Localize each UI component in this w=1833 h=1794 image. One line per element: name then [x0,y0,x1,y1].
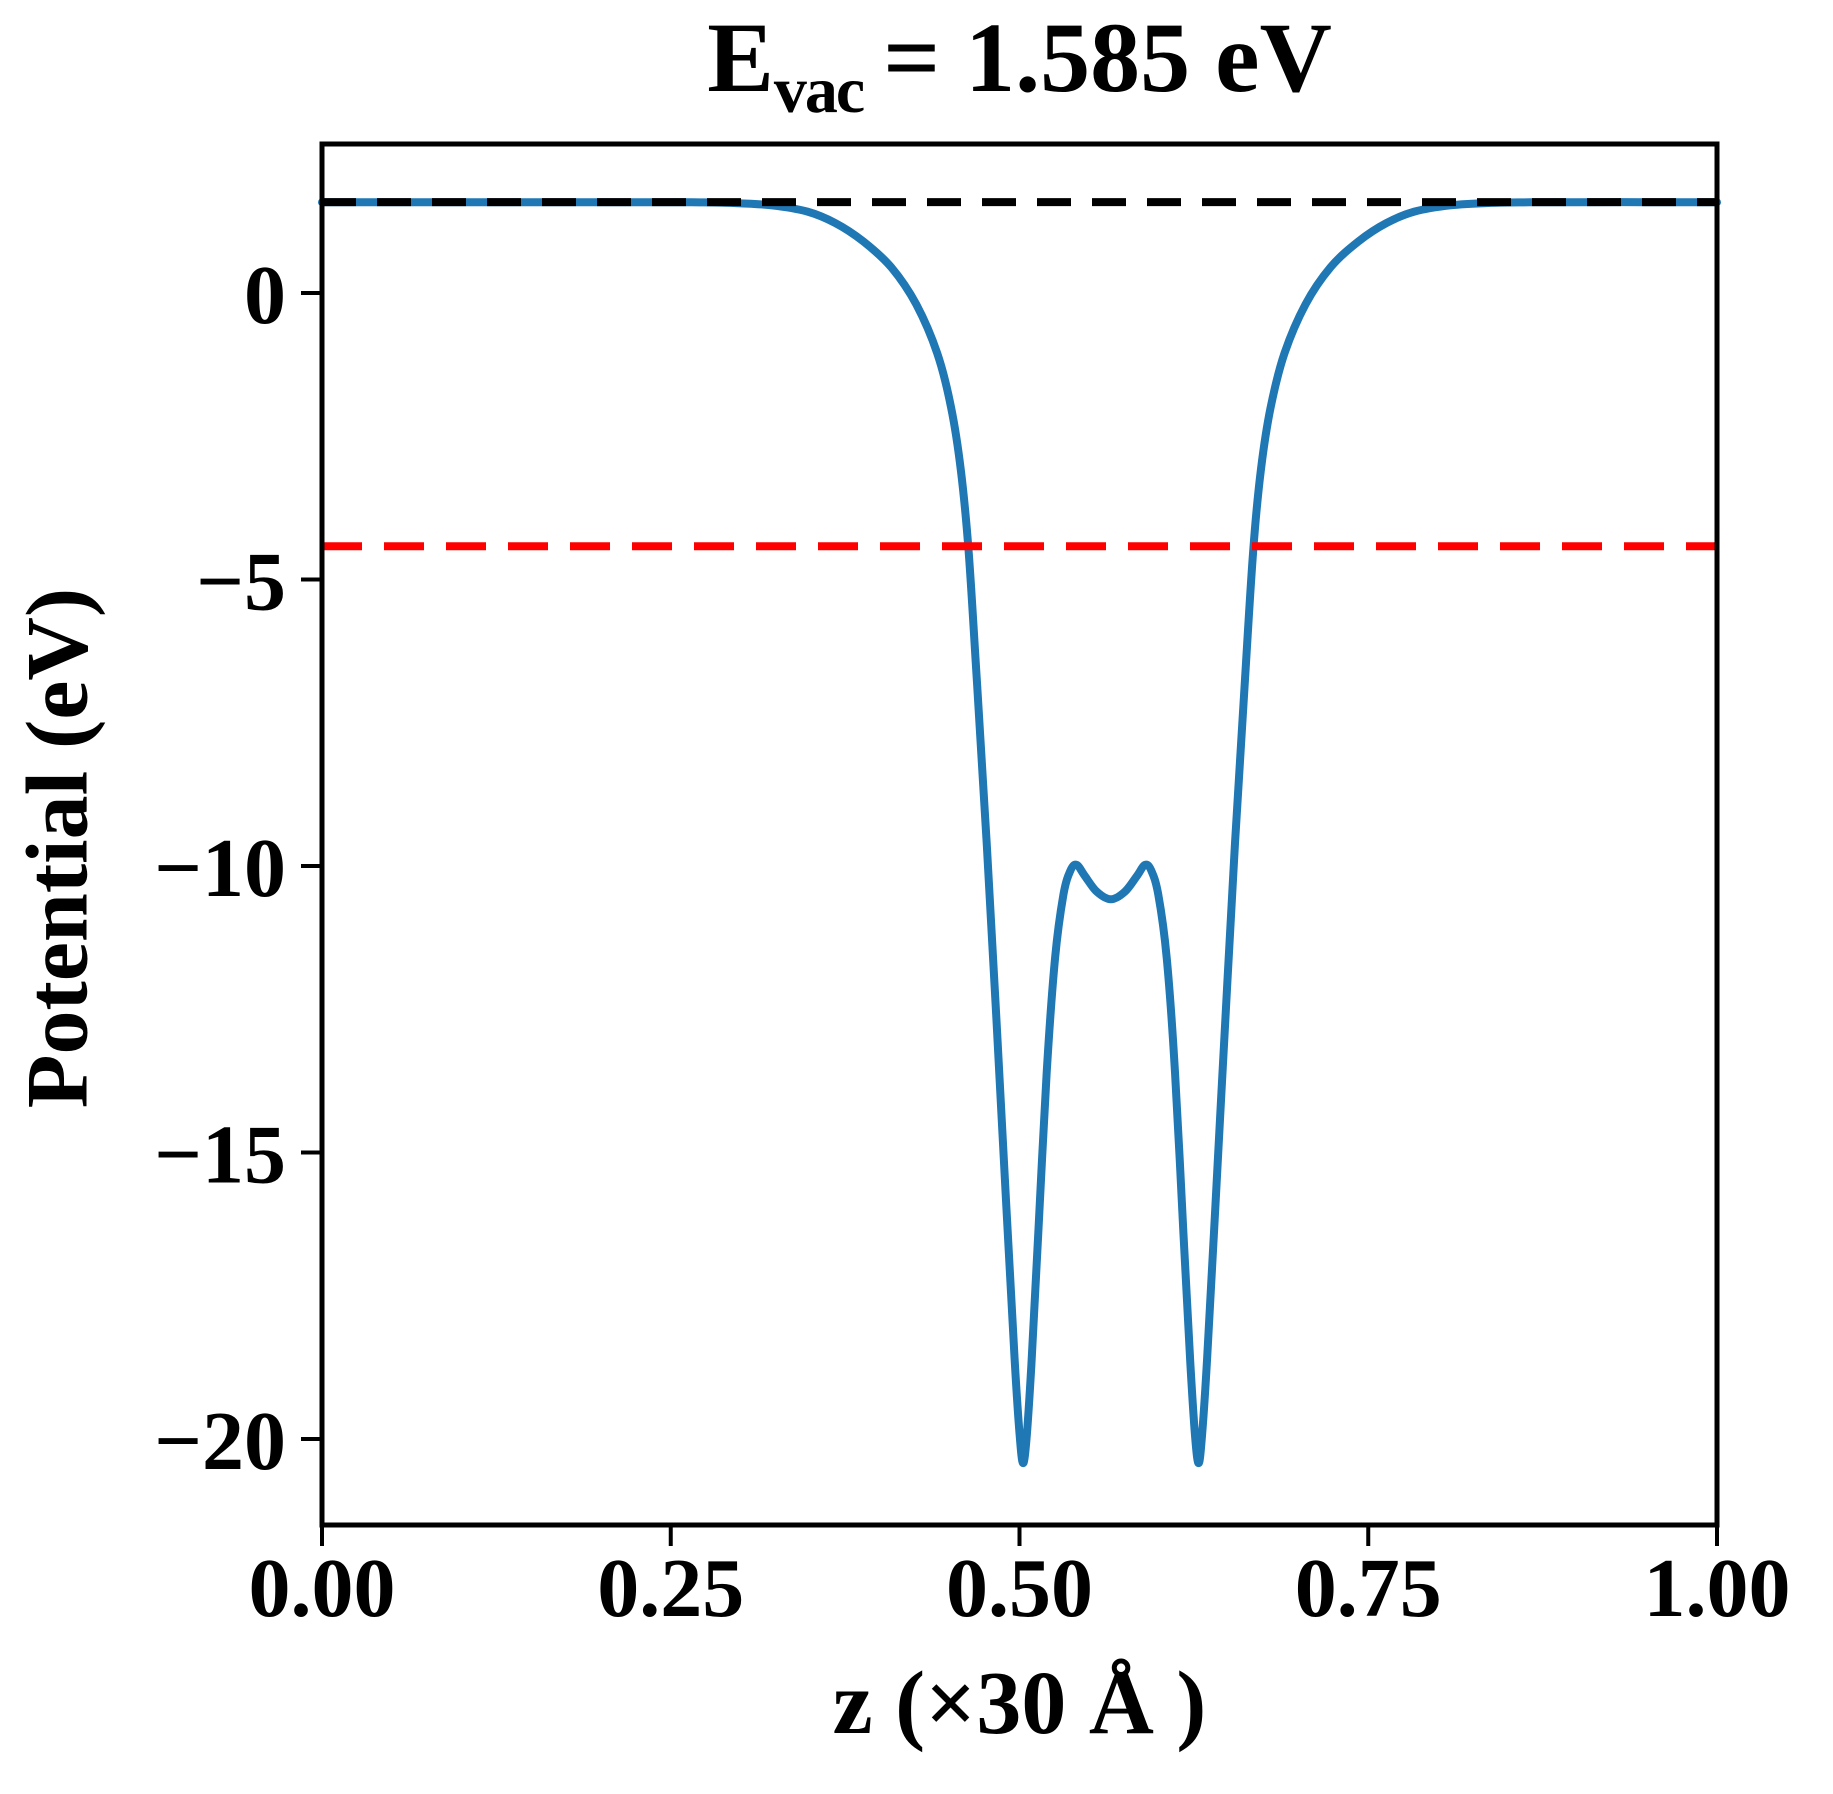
y-tick-label: −10 [154,822,286,915]
x-tick-label: 0.75 [1295,1542,1442,1635]
x-tick-label: 0.50 [946,1542,1093,1635]
title-subscript: vac [773,54,865,128]
y-axis-label: Potential (eV) [9,587,107,1109]
title-symbol: E [707,2,774,113]
x-axis-label: z (×30 Å ) [832,1654,1207,1753]
y-tick-label: −5 [196,536,286,629]
y-tick-label: 0 [244,249,286,342]
x-tick-label: 0.00 [249,1542,396,1635]
x-tick-label: 1.00 [1644,1542,1791,1635]
planar-averaged-potential-curve [318,198,1721,1468]
title-value: = 1.585 eV [883,2,1332,113]
plot-title: Evac = 1.585 eV [322,2,1717,147]
plot-frame [319,141,1720,1528]
x-tick-label: 0.25 [597,1542,744,1635]
y-tick-label: −15 [154,1109,286,1202]
y-tick-label: −20 [154,1395,286,1488]
